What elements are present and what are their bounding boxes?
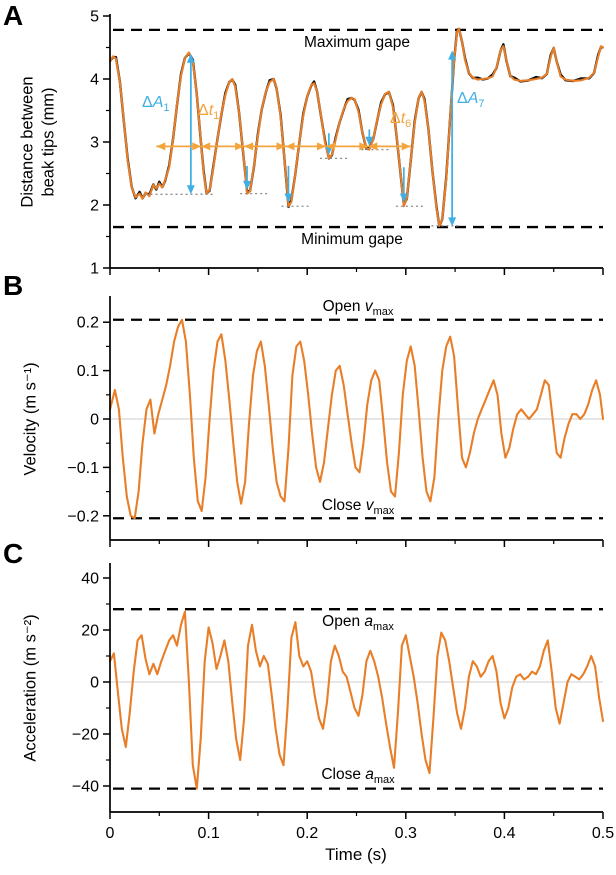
arrowhead [235,142,245,151]
y-axis-label-velocity: Velocity (m s⁻¹) [21,362,40,476]
arrowhead [399,193,408,203]
y-tick-label: −0.1 [67,460,99,477]
x-tick-label: 0.3 [395,825,417,842]
y-tick-label: 0.1 [77,363,99,380]
arrowhead [201,142,211,151]
delta-a7-sub: 7 [478,98,485,111]
close-vmax-prefix: Close [321,497,366,514]
close-vmax-sub: max [373,505,395,518]
arrowhead [365,136,374,146]
panel-letter-a: A [3,0,24,31]
x-tick-label: 0.1 [197,825,219,842]
open-vmax-label: Open vmax [323,298,394,318]
y-tick-label: −20 [72,727,99,744]
y-tick-label: 1 [90,261,99,278]
arrowhead [448,217,457,227]
trace-smoothed [108,610,605,790]
open-amax-sub: max [373,621,394,634]
x-tick-label: 0.2 [296,825,318,842]
max-gape-label: Maximum gape [304,34,410,51]
arrowhead [192,142,202,151]
arrowhead [186,53,195,63]
open-amax-symbol: a [364,613,374,630]
delta-t1-label: Δt1 [198,102,219,122]
y-tick-label: 20 [81,623,99,640]
delta-a1-symbol: A [152,94,164,111]
arrowhead [368,142,378,151]
y-tick-label: 3 [90,135,99,152]
x-axis-label: Time (s) [325,845,387,864]
delta-t6-label: Δt6 [390,110,411,130]
delta-t1-sub: 1 [213,110,220,123]
y-tick-label: 40 [81,571,99,588]
delta-a7-symbol: A [467,90,479,107]
y-tick-label: −40 [72,779,99,796]
arrowhead [359,142,369,151]
arrowhead [316,142,326,151]
y-tick-label: 2 [90,198,99,215]
close-amax-symbol: a [365,766,374,783]
open-vmax-sub: max [372,306,394,319]
delta-a1-sub: 1 [163,102,170,115]
open-vmax-symbol: v [364,298,373,315]
arrowhead [186,185,195,195]
y-tick-label: 0.2 [77,315,99,332]
open-vmax-prefix: Open [322,298,365,315]
arrowhead [448,50,457,60]
close-amax-label: Close amax [321,766,394,786]
close-vmax-label: Close vmax [322,497,394,517]
delta-a1-pre: Δ [142,94,153,111]
arrowhead [401,142,411,151]
close-amax-sub: max [373,774,395,787]
trace-smoothed [108,27,605,227]
x-tick-label: 0.4 [493,825,515,842]
arrowhead [276,142,286,151]
delta-a1-label: ΔA1 [142,94,169,114]
y-tick-label: 4 [90,72,99,89]
x-tick-label: 0.5 [592,825,614,842]
min-gape-label: Minimum gape [301,231,403,248]
y-axis-label-distance-line1: Distance between [18,76,37,208]
y-tick-label: 0 [90,675,99,692]
arrowhead [325,142,335,151]
delta-t1-pre: Δ [198,102,209,119]
arrowhead [244,142,254,151]
open-amax-label: Open amax [322,613,394,633]
delta-t6-symbol: t [400,110,406,127]
delta-a7-label: ΔA7 [457,90,484,110]
arrowhead [243,180,252,190]
panel-letter-b: B [3,270,24,301]
close-vmax-symbol: v [365,497,374,514]
arrowhead [285,142,295,151]
delta-t1-symbol: t [208,102,214,119]
delta-t6-sub: 6 [405,118,412,131]
y-tick-label: −0.2 [67,508,99,525]
delta-t6-pre: Δ [390,110,401,127]
x-tick-label: 0 [106,825,115,842]
arrowhead [156,142,166,151]
arrowhead [284,193,293,203]
close-amax-prefix: Close [321,766,366,783]
y-tick-label: 0 [90,412,99,429]
y-axis-label-acceleration: Acceleration (m s⁻²) [21,614,40,762]
trace-smoothed [108,318,605,520]
panel-letter-c: C [3,538,24,569]
y-axis-label-distance: Distance between beak tips (mm) [17,76,58,207]
y-tick-label: 5 [90,9,99,26]
open-amax-prefix: Open [322,613,365,630]
y-axis-label-distance-line2: beak tips (mm) [39,87,57,197]
delta-a7-pre: Δ [457,90,468,107]
